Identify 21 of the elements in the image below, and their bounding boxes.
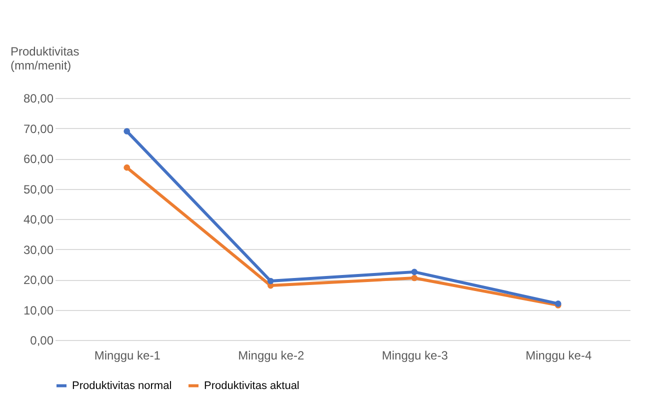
x-tick-label: Minggu ke-2 — [238, 348, 304, 362]
x-tick-label: Minggu ke-1 — [94, 348, 161, 362]
y-tick-label: 20,00 — [23, 273, 54, 287]
y-tick-label: 30,00 — [23, 242, 54, 257]
y-tick-label: 60,00 — [23, 152, 54, 166]
point — [411, 268, 418, 276]
x-tick-label: Minggu ke-4 — [526, 348, 592, 362]
y-tick-label: 40,00 — [23, 212, 54, 226]
point — [267, 278, 274, 284]
point — [124, 164, 130, 171]
y-axis-title: Produktivitas (mm/menit) — [10, 44, 80, 72]
legend-label: Produktivitas normal — [72, 380, 172, 392]
point — [124, 128, 130, 134]
x-tick-label: Minggu ke-3 — [382, 348, 448, 362]
y-tick-label: 50,00 — [23, 182, 54, 196]
legend-label: Produktivitas aktual — [204, 380, 300, 392]
y-tick-label: 80,00 — [23, 92, 54, 106]
y-tick-label: 70,00 — [23, 122, 54, 136]
y-tick-label: 0,00 — [30, 334, 54, 348]
point — [411, 274, 418, 282]
y-tick-label: 10,00 — [23, 303, 54, 318]
